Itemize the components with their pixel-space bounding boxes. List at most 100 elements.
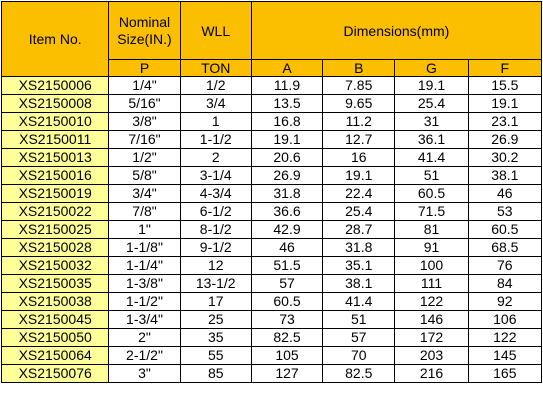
cell-item-no: XS2150025 <box>0 220 110 239</box>
cell-dim-f: 38.1 <box>467 166 543 185</box>
cell-dim-g: 216 <box>394 364 469 383</box>
cell-dim-a: 60.5 <box>250 292 324 311</box>
cell-nominal-size: 3/4" <box>108 184 181 203</box>
table-row: XS2150050 2" 35 82.5 57 172 122 <box>0 328 543 347</box>
cell-nominal-size: 1/4" <box>108 76 181 95</box>
cell-dim-b: 35.1 <box>322 256 396 275</box>
cell-item-no: XS2150032 <box>0 256 110 275</box>
header-item-no: Item No. <box>0 1 110 77</box>
cell-dim-f: 76 <box>467 256 543 275</box>
table-row: XS2150006 1/4" 1/2 11.9 7.85 19.1 15.5 <box>0 76 543 95</box>
table-row: XS2150045 1-3/4" 25 73 51 146 106 <box>0 310 543 329</box>
cell-wll: 13-1/2 <box>179 274 252 293</box>
table-row: XS2150076 3" 85 127 82.5 216 165 <box>0 364 543 383</box>
cell-item-no: XS2150010 <box>0 112 110 131</box>
cell-dim-a: 82.5 <box>250 328 324 347</box>
header-sub-b: B <box>322 59 396 77</box>
cell-dim-g: 19.1 <box>394 76 469 95</box>
table-row: XS2150022 7/8" 6-1/2 36.6 25.4 71.5 53 <box>0 202 543 221</box>
cell-dim-g: 146 <box>394 310 469 329</box>
cell-dim-g: 51 <box>394 166 469 185</box>
cell-nominal-size: 3" <box>108 364 181 383</box>
cell-item-no: XS2150022 <box>0 202 110 221</box>
cell-wll: 85 <box>179 364 252 383</box>
cell-item-no: XS2150011 <box>0 130 110 149</box>
cell-dim-b: 28.7 <box>322 220 396 239</box>
cell-dim-f: 23.1 <box>467 112 543 131</box>
cell-item-no: XS2150045 <box>0 310 110 329</box>
table-row: XS2150019 3/4" 4-3/4 31.8 22.4 60.5 46 <box>0 184 543 203</box>
table-row: XS2150013 1/2" 2 20.6 16 41.4 30.2 <box>0 148 543 167</box>
cell-dim-g: 203 <box>394 346 469 365</box>
cell-dim-g: 172 <box>394 328 469 347</box>
cell-item-no: XS2150038 <box>0 292 110 311</box>
cell-dim-a: 31.8 <box>250 184 324 203</box>
cell-wll: 1 <box>179 112 252 131</box>
cell-dim-f: 84 <box>467 274 543 293</box>
cell-dim-g: 71.5 <box>394 202 469 221</box>
header-sub-g: G <box>394 59 469 77</box>
cell-dim-g: 111 <box>394 274 469 293</box>
cell-item-no: XS2150064 <box>0 346 110 365</box>
cell-dim-b: 38.1 <box>322 274 396 293</box>
cell-nominal-size: 5/16" <box>108 94 181 113</box>
cell-dim-f: 68.5 <box>467 238 543 257</box>
table-row: XS2150028 1-1/8" 9-1/2 46 31.8 91 68.5 <box>0 238 543 257</box>
cell-dim-g: 100 <box>394 256 469 275</box>
cell-dim-g: 81 <box>394 220 469 239</box>
cell-dim-b: 51 <box>322 310 396 329</box>
cell-dim-f: 53 <box>467 202 543 221</box>
cell-nominal-size: 1-1/4" <box>108 256 181 275</box>
cell-dim-f: 15.5 <box>467 76 543 95</box>
cell-item-no: XS2150016 <box>0 166 110 185</box>
cell-dim-a: 11.9 <box>250 76 324 95</box>
cell-dim-b: 16 <box>322 148 396 167</box>
cell-wll: 55 <box>179 346 252 365</box>
table-row: XS2150035 1-3/8" 13-1/2 57 38.1 111 84 <box>0 274 543 293</box>
cell-wll: 6-1/2 <box>179 202 252 221</box>
cell-dim-b: 22.4 <box>322 184 396 203</box>
cell-wll: 8-1/2 <box>179 220 252 239</box>
cell-wll: 1/2 <box>179 76 252 95</box>
header-nominal-line1: Nominal <box>118 13 171 30</box>
cell-nominal-size: 5/8" <box>108 166 181 185</box>
cell-wll: 35 <box>179 328 252 347</box>
cell-dim-b: 9.65 <box>322 94 396 113</box>
cell-item-no: XS2150006 <box>0 76 110 95</box>
table-row: XS2150011 7/16" 1-1/2 19.1 12.7 36.1 26.9 <box>0 130 543 149</box>
cell-nominal-size: 1-3/8" <box>108 274 181 293</box>
cell-dim-a: 42.9 <box>250 220 324 239</box>
header-sub-f: F <box>467 59 543 77</box>
cell-dim-a: 127 <box>250 364 324 383</box>
cell-dim-a: 73 <box>250 310 324 329</box>
cell-dim-a: 51.5 <box>250 256 324 275</box>
table-row: XS2150032 1-1/4" 12 51.5 35.1 100 76 <box>0 256 543 275</box>
cell-dim-b: 31.8 <box>322 238 396 257</box>
cell-dim-b: 19.1 <box>322 166 396 185</box>
header-nominal-size: Nominal Size(IN.) <box>108 1 181 60</box>
header-wll: WLL <box>179 1 252 60</box>
cell-dim-a: 13.5 <box>250 94 324 113</box>
cell-nominal-size: 1-3/4" <box>108 310 181 329</box>
cell-nominal-size: 1-1/2" <box>108 292 181 311</box>
cell-nominal-size: 2" <box>108 328 181 347</box>
header-row-main: Item No. Nominal Size(IN.) WLL Dimension… <box>0 1 543 77</box>
cell-dim-b: 11.2 <box>322 112 396 131</box>
cell-item-no: XS2150050 <box>0 328 110 347</box>
cell-item-no: XS2150008 <box>0 94 110 113</box>
cell-dim-b: 25.4 <box>322 202 396 221</box>
cell-dim-b: 41.4 <box>322 292 396 311</box>
header-sub-p: P <box>108 59 181 77</box>
cell-dim-f: 106 <box>467 310 543 329</box>
cell-dim-f: 26.9 <box>467 130 543 149</box>
cell-dim-f: 19.1 <box>467 94 543 113</box>
header-row-sub: P TON A B G F <box>2 59 543 77</box>
cell-dim-g: 122 <box>394 292 469 311</box>
header-dimensions: Dimensions(mm) <box>250 1 543 60</box>
cell-dim-f: 30.2 <box>467 148 543 167</box>
cell-wll: 9-1/2 <box>179 238 252 257</box>
header-nominal-line2: Size(IN.) <box>117 30 172 47</box>
cell-nominal-size: 1-1/8" <box>108 238 181 257</box>
cell-dim-a: 57 <box>250 274 324 293</box>
specification-table: Item No. Nominal Size(IN.) WLL Dimension… <box>0 1 543 383</box>
